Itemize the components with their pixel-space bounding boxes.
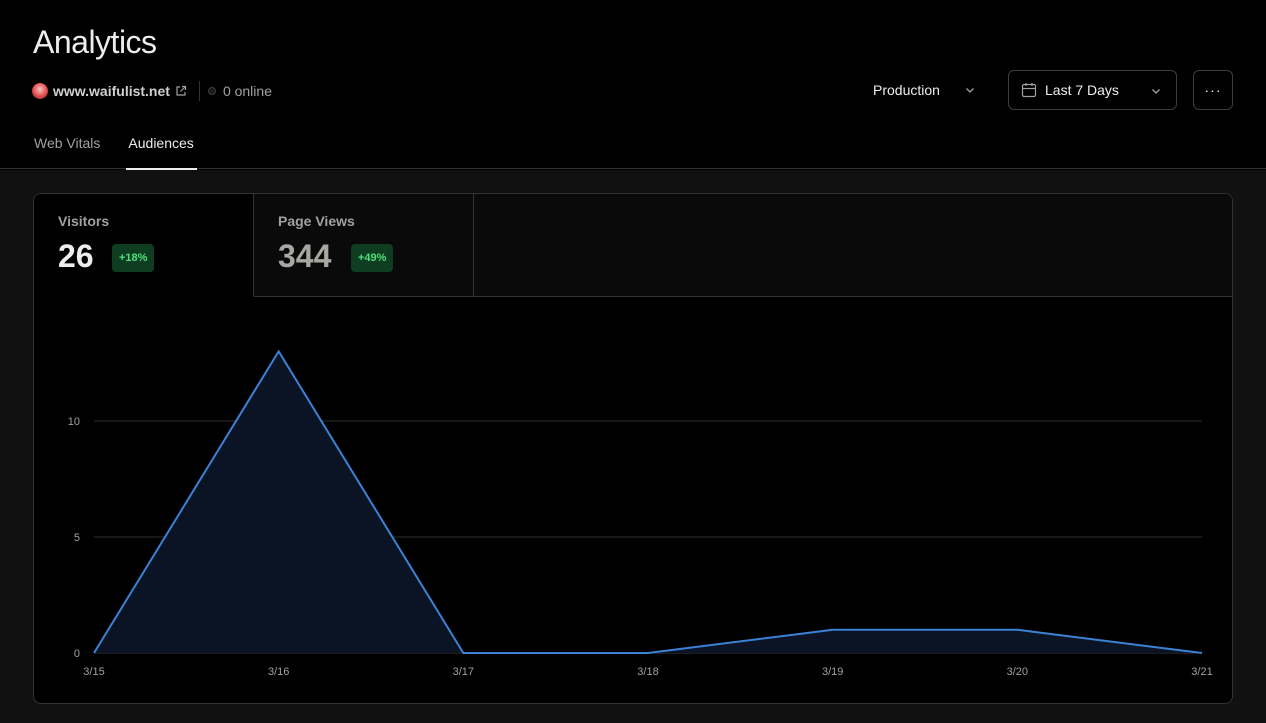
- environment-label: Production: [873, 82, 940, 98]
- calendar-icon: [1021, 83, 1037, 98]
- chevron-down-icon: [965, 88, 974, 93]
- metric-visitors[interactable]: Visitors 26 +18%: [34, 194, 254, 297]
- main-content: Visitors 26 +18% Page Views 344 +49% 0 5 1…: [0, 170, 1266, 723]
- site-link[interactable]: www.waifulist.net: [53, 83, 170, 99]
- metric-label: Visitors: [58, 213, 110, 229]
- page-header: Analytics www.waifulist.net 0 online Pro…: [0, 0, 1266, 170]
- page-title: Analytics: [33, 24, 157, 60]
- metrics-row: Visitors 26 +18% Page Views 344 +49%: [34, 194, 1232, 297]
- date-range-label: Last 7 Days: [1045, 82, 1119, 98]
- more-options-button[interactable]: ···: [1193, 70, 1233, 110]
- environment-select[interactable]: Production: [873, 78, 976, 102]
- date-range-button[interactable]: Last 7 Days: [1008, 70, 1177, 110]
- visitors-chart: 0 5 10 3/15 3/16 3/17 3/18 3/19 3/20 3/21: [68, 349, 1213, 678]
- external-link-icon[interactable]: [175, 85, 187, 97]
- ellipsis-icon: ···: [1204, 82, 1222, 98]
- online-count: 0 online: [222, 83, 272, 99]
- divider: [198, 81, 200, 101]
- y-tick-label: 10: [68, 416, 80, 428]
- online-status-icon: [207, 87, 216, 95]
- tab-web-vitals[interactable]: Web Vitals: [34, 135, 101, 151]
- x-tick-label: 3/15: [83, 666, 104, 678]
- site-favicon-icon: [32, 83, 48, 99]
- y-tick-label: 5: [74, 532, 80, 544]
- metric-label: Page Views: [278, 213, 355, 229]
- change-badge: +18%: [112, 244, 155, 272]
- chevron-down-icon: [1152, 89, 1160, 94]
- metric-value: 26: [58, 238, 94, 274]
- x-tick-label: 3/16: [268, 666, 289, 678]
- x-tick-label: 3/19: [822, 666, 843, 678]
- x-tick-label: 3/17: [453, 666, 474, 678]
- metric-value: 344: [278, 238, 332, 274]
- x-tick-label: 3/18: [637, 666, 658, 678]
- x-tick-label: 3/20: [1007, 666, 1028, 678]
- x-tick-label: 3/21: [1191, 666, 1212, 678]
- y-tick-label: 0: [74, 648, 80, 660]
- site-row: www.waifulist.net 0 online: [32, 81, 272, 101]
- audiences-card: Visitors 26 +18% Page Views 344 +49% 0 5 1…: [33, 193, 1233, 704]
- series-area: [94, 351, 1202, 653]
- metric-page-views[interactable]: Page Views 344 +49%: [254, 194, 474, 297]
- tab-bar: Web Vitals Audiences: [34, 135, 222, 170]
- tab-audiences[interactable]: Audiences: [126, 135, 198, 170]
- change-badge: +49%: [351, 244, 394, 272]
